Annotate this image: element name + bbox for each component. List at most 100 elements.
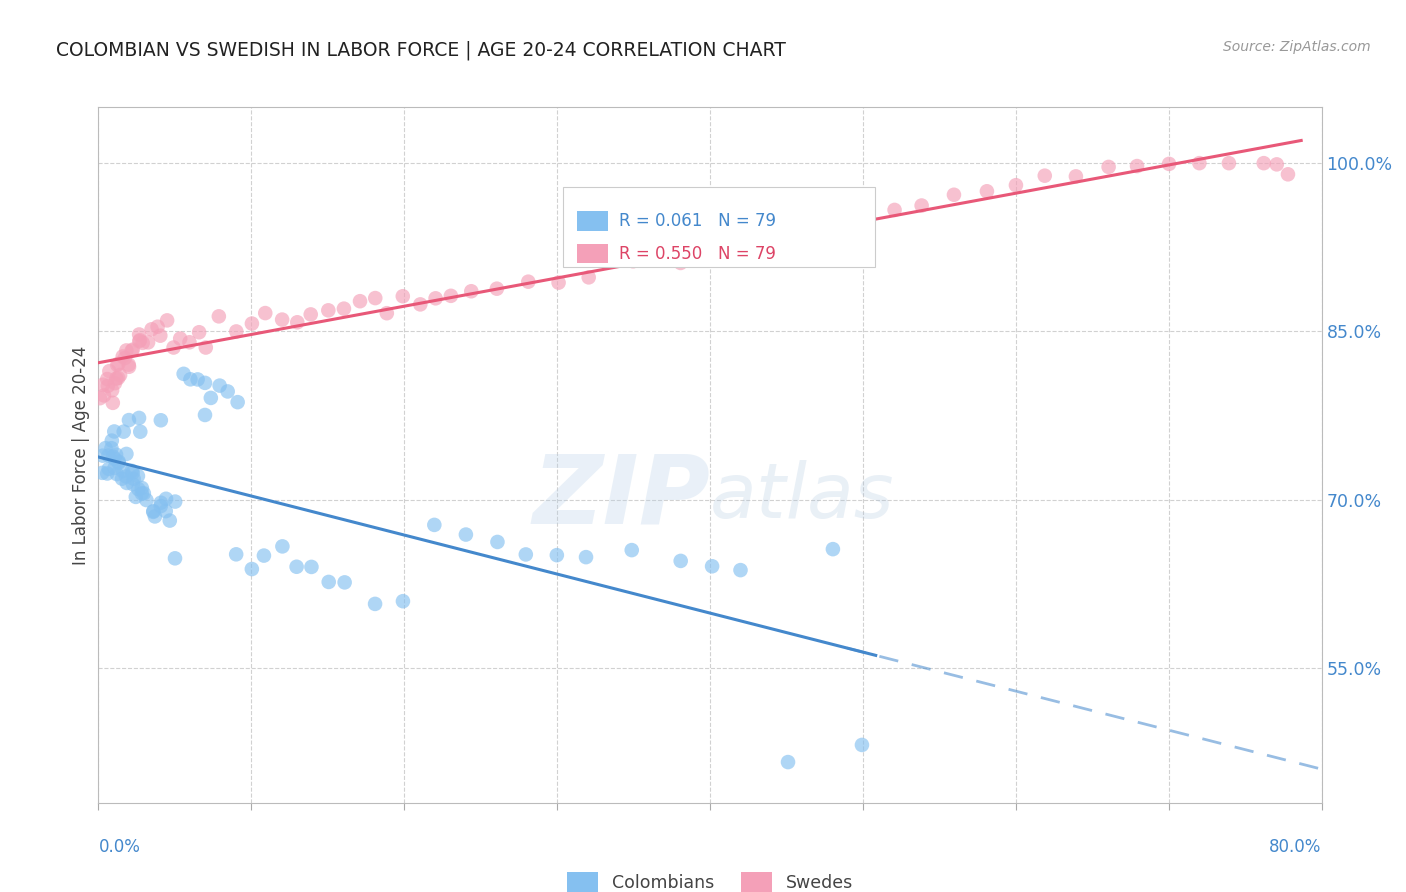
Point <box>107 371 129 385</box>
Y-axis label: In Labor Force | Age 20-24: In Labor Force | Age 20-24 <box>72 345 90 565</box>
Point <box>1277 167 1299 181</box>
Point <box>128 334 150 349</box>
Point <box>165 494 187 508</box>
Point <box>759 234 782 248</box>
Point <box>515 548 537 562</box>
Point <box>1218 156 1240 170</box>
Point <box>1005 178 1028 193</box>
Point <box>821 542 844 557</box>
Point <box>162 341 184 355</box>
Point <box>105 371 128 385</box>
Text: COLOMBIAN VS SWEDISH IN LABOR FORCE | AGE 20-24 CORRELATION CHART: COLOMBIAN VS SWEDISH IN LABOR FORCE | AG… <box>56 40 786 60</box>
Point <box>440 289 463 303</box>
Point <box>103 425 125 439</box>
Point <box>97 379 120 393</box>
Point <box>547 276 569 290</box>
Point <box>285 315 308 329</box>
Point <box>454 527 477 541</box>
Point <box>112 425 135 439</box>
Point <box>546 548 568 562</box>
Point <box>149 496 172 510</box>
Point <box>149 328 172 343</box>
Point <box>285 559 308 574</box>
Point <box>149 499 172 513</box>
Point <box>621 254 644 268</box>
Point <box>101 384 124 398</box>
Point <box>301 560 323 574</box>
Point <box>1265 157 1288 171</box>
Point <box>1188 156 1211 170</box>
Point <box>849 215 872 229</box>
Point <box>101 450 124 464</box>
Point <box>105 448 128 462</box>
Point <box>364 291 387 305</box>
Point <box>129 333 152 347</box>
Point <box>208 310 231 324</box>
Point <box>517 275 540 289</box>
Point <box>179 372 201 386</box>
Point <box>132 486 155 500</box>
Point <box>131 481 153 495</box>
Point <box>105 467 128 482</box>
Point <box>131 335 153 350</box>
Point <box>121 466 143 480</box>
Point <box>253 549 276 563</box>
Text: R = 0.550   N = 79: R = 0.550 N = 79 <box>620 244 776 262</box>
Point <box>98 364 121 378</box>
Point <box>127 482 149 496</box>
Point <box>94 441 117 455</box>
Point <box>910 198 932 212</box>
Point <box>107 456 129 470</box>
Point <box>217 384 239 399</box>
Point <box>163 551 186 566</box>
Point <box>97 462 120 476</box>
Point <box>108 368 131 382</box>
Point <box>141 322 163 336</box>
Point <box>226 395 249 409</box>
Point <box>194 376 217 390</box>
Point <box>225 547 247 561</box>
Point <box>728 237 751 252</box>
Point <box>91 377 114 392</box>
Point <box>121 343 143 358</box>
Point <box>179 335 201 350</box>
Text: R = 0.061   N = 79: R = 0.061 N = 79 <box>620 212 776 230</box>
Point <box>194 408 217 422</box>
Point <box>122 477 145 491</box>
Point <box>194 341 217 355</box>
Point <box>125 490 148 504</box>
Point <box>883 202 905 217</box>
Point <box>187 372 209 386</box>
Point <box>131 486 153 500</box>
Point <box>825 216 848 230</box>
Point <box>669 554 692 568</box>
Point <box>578 270 600 285</box>
Point <box>111 464 134 478</box>
Point <box>349 294 371 309</box>
Text: Source: ZipAtlas.com: Source: ZipAtlas.com <box>1223 40 1371 54</box>
Point <box>142 505 165 519</box>
Point <box>1157 157 1180 171</box>
Point <box>391 289 413 303</box>
Point <box>91 466 114 480</box>
Point <box>101 396 124 410</box>
Point <box>240 562 263 576</box>
Point <box>118 413 141 427</box>
Point <box>111 350 134 364</box>
Point <box>111 472 134 486</box>
Point <box>254 306 277 320</box>
Point <box>115 475 138 490</box>
Point <box>143 509 166 524</box>
Point <box>159 514 181 528</box>
Point <box>697 248 720 262</box>
Point <box>135 493 157 508</box>
Point <box>942 187 965 202</box>
Point <box>155 504 177 518</box>
Point <box>93 388 115 402</box>
Point <box>114 351 136 365</box>
Legend: Colombians, Swedes: Colombians, Swedes <box>560 865 860 892</box>
Point <box>240 317 263 331</box>
Point <box>100 441 122 455</box>
Point <box>730 563 752 577</box>
Point <box>97 449 120 463</box>
